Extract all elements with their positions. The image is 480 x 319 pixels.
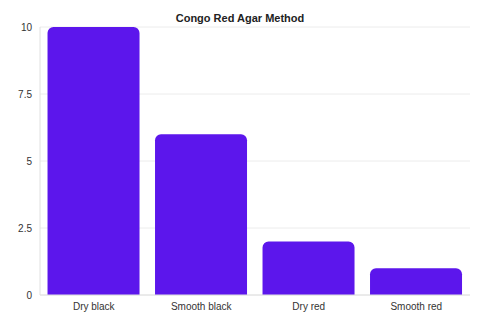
svg-text:10: 10 [21, 22, 33, 33]
html-text:Congo Red Agar Method: Congo Red Agar Method [175, 12, 305, 24]
svg-text:7.5: 7.5 [18, 89, 32, 100]
svg-text:5: 5 [26, 156, 32, 167]
svg-text:Dry red: Dry red [292, 301, 325, 312]
svg-text:Smooth black: Smooth black [171, 301, 233, 312]
svg-text:Dry black: Dry black [73, 301, 116, 312]
svg-text:0: 0 [26, 290, 32, 301]
svg-text:Smooth red: Smooth red [390, 301, 442, 312]
svg-text:2.5: 2.5 [18, 223, 32, 234]
